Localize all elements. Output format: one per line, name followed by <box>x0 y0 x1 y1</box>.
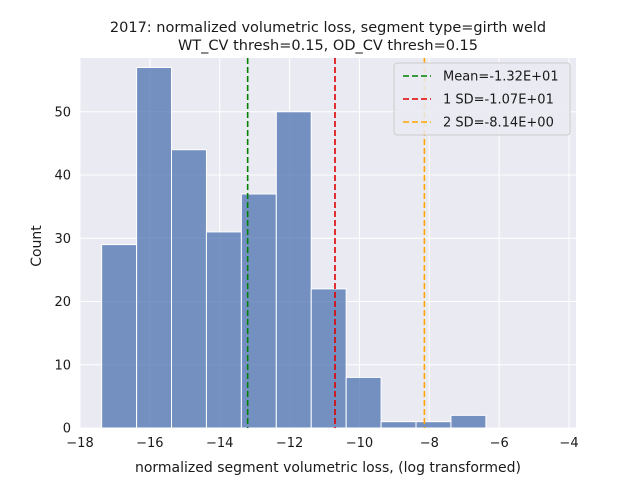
chart-title-line1: 2017: normalized volumetric loss, segmen… <box>110 20 546 36</box>
x-axis-label: normalized segment volumetric loss, (log… <box>135 460 521 476</box>
x-tick-label: −6 <box>490 436 509 451</box>
histogram-bar-7 <box>345 376 382 429</box>
x-tick-label: −12 <box>276 436 303 451</box>
y-tick-label: 20 <box>54 295 71 310</box>
histogram-bar-9 <box>415 421 452 429</box>
x-tick-label: −4 <box>559 436 578 451</box>
histogram-bar-0 <box>101 244 138 429</box>
y-tick-label: 50 <box>54 105 71 120</box>
legend-label-0: Mean=-1.32E+01 <box>443 70 559 85</box>
histogram-bars <box>101 66 487 429</box>
y-tick-label: 10 <box>54 358 71 373</box>
x-tick-label: −16 <box>136 436 163 451</box>
reference-lines <box>246 58 426 428</box>
legend: Mean=-1.32E+01 1 SD=-1.07E+01 2 SD=-8.14E+… <box>393 62 571 136</box>
chart-title-line2: WT_CV thresh=0.15, OD_CV thresh=0.15 <box>178 38 478 54</box>
histogram-bar-3 <box>205 231 242 429</box>
y-tick-label: 0 <box>63 422 71 437</box>
histogram-bar-2 <box>171 149 207 429</box>
histogram-bar-4 <box>240 193 277 429</box>
x-tick-labels: −18 −16 −14 −12 −10 −8 −6 −4 <box>66 436 578 451</box>
histogram-bar-10 <box>450 414 487 429</box>
x-tick-label: −10 <box>346 436 373 451</box>
y-tick-labels: 0 10 20 30 40 50 <box>54 105 71 436</box>
histogram-bar-6 <box>310 288 347 429</box>
x-tick-label: −18 <box>66 436 93 451</box>
legend-box <box>393 62 571 136</box>
legend-label-1: 1 SD=-1.07E+01 <box>443 93 554 108</box>
x-tick-label: −8 <box>420 436 439 451</box>
y-tick-label: 40 <box>54 169 71 184</box>
y-axis-label: Count <box>29 225 45 267</box>
histogram-bar-1 <box>136 66 173 429</box>
histogram-bar-8 <box>380 421 417 429</box>
x-tick-label: −14 <box>206 436 233 451</box>
legend-label-2: 2 SD=-8.14E+00 <box>443 116 554 131</box>
y-tick-label: 30 <box>54 232 71 247</box>
histogram-bar-5 <box>275 111 312 429</box>
